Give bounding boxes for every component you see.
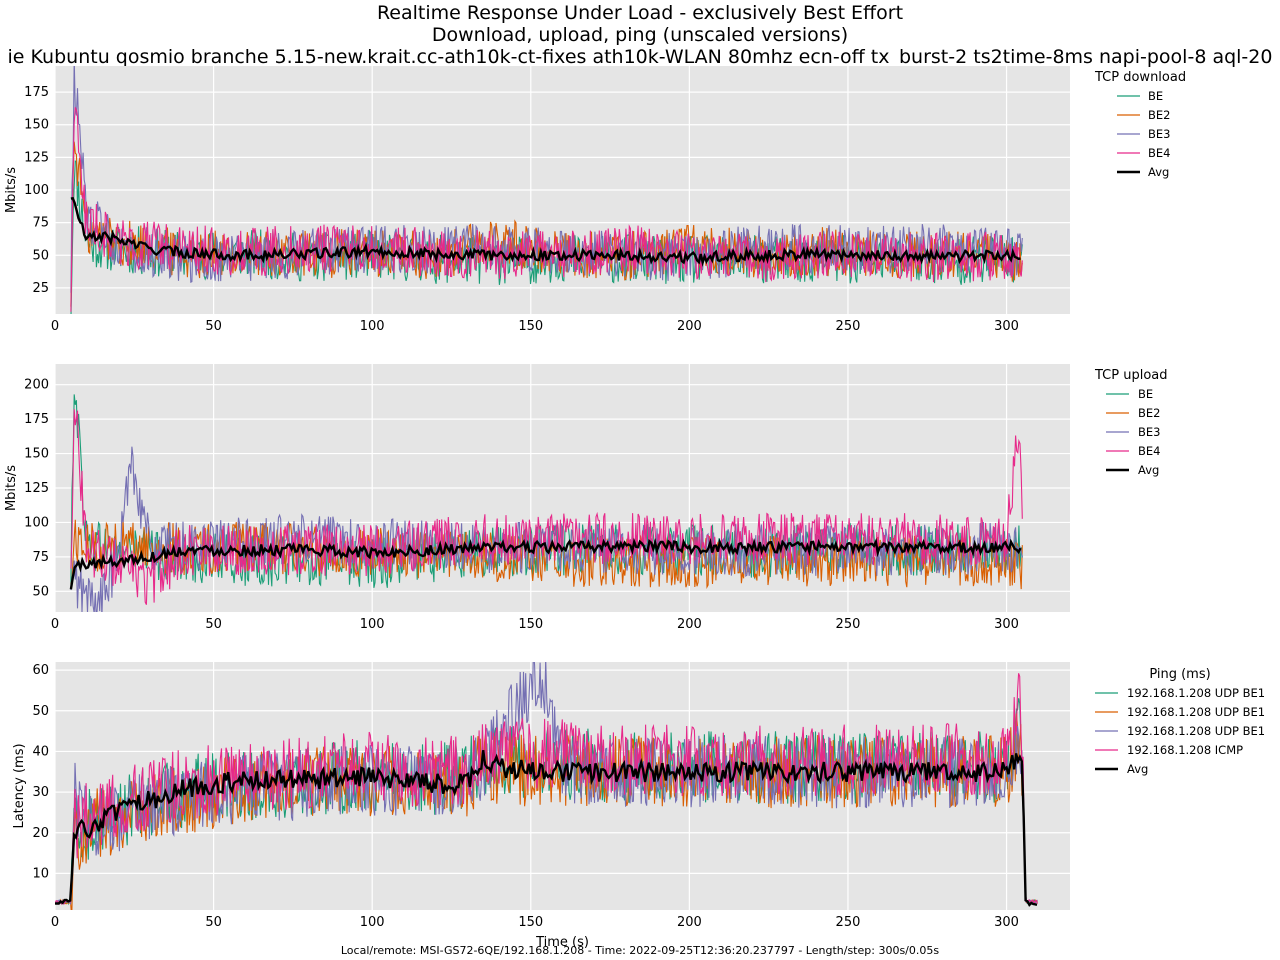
- y-tick-label: 60: [32, 663, 49, 678]
- legend: TCP upload BE BE2 BE3 BE4 Avg: [1094, 368, 1168, 477]
- y-axis-label: Mbits/s: [4, 465, 19, 511]
- x-tick-label: 100: [360, 319, 385, 334]
- y-tick-label: 50: [32, 704, 49, 719]
- legend-entry: BE2: [1148, 108, 1170, 122]
- legend-entry: 192.168.1.208 UDP BE1: [1127, 686, 1265, 700]
- y-tick-label: 20: [32, 826, 49, 841]
- legend-title: TCP download: [1094, 70, 1186, 85]
- x-tick-label: 50: [205, 617, 222, 632]
- x-tick-label: 150: [518, 319, 543, 334]
- y-tick-label: 10: [32, 866, 49, 881]
- y-tick-label: 25: [32, 281, 49, 296]
- series-line-avg: [69, 537, 1022, 590]
- legend-entry: Avg: [1148, 165, 1169, 179]
- legend-title: Ping (ms): [1149, 667, 1210, 682]
- x-tick-label: 300: [994, 617, 1019, 632]
- chart-subtitle-details: ie Kubuntu qosmio branche 5.15-new.krait…: [8, 46, 1273, 68]
- y-tick-label: 100: [24, 183, 49, 198]
- x-tick-label: 50: [205, 915, 222, 930]
- y-axis-label: Mbits/s: [4, 167, 19, 213]
- x-tick-label: 0: [51, 617, 59, 632]
- legend-entry: BE: [1148, 89, 1163, 103]
- legend-entry: Avg: [1127, 762, 1148, 776]
- x-tick-label: 0: [51, 319, 59, 334]
- x-tick-label: 250: [836, 319, 861, 334]
- y-tick-label: 200: [24, 378, 49, 393]
- legend-entry: BE4: [1148, 146, 1170, 160]
- panel-2: 0 50 100 150 200 250 300 50 75 100 125 150 175 200 Mbi…: [4, 364, 1168, 632]
- x-tick-label: 200: [677, 915, 702, 930]
- x-tick-label: 100: [360, 617, 385, 632]
- y-tick-label: 40: [32, 744, 49, 759]
- chart-title: Realtime Response Under Load - exclusive…: [377, 2, 903, 24]
- legend-entry: BE4: [1138, 444, 1160, 458]
- legend: TCP download BE BE2 BE3 BE4 Avg: [1094, 70, 1186, 179]
- legend-entry: BE3: [1148, 127, 1170, 141]
- legend-entry: Avg: [1138, 463, 1159, 477]
- legend-entry: 192.168.1.208 UDP BE1: [1127, 724, 1265, 738]
- y-tick-label: 30: [32, 785, 49, 800]
- x-tick-label: 100: [360, 915, 385, 930]
- series-line-avg: [70, 196, 1021, 267]
- panel-3: 0 50 100 150 200 250 300 10 20 30 40 50 60 Latency (m…: [12, 662, 1265, 950]
- y-tick-label: 125: [24, 150, 49, 165]
- x-tick-label: 200: [677, 319, 702, 334]
- legend-entry: BE2: [1138, 406, 1160, 420]
- x-tick-label: 250: [836, 617, 861, 632]
- y-tick-label: 75: [32, 550, 49, 565]
- y-tick-label: 150: [24, 447, 49, 462]
- x-tick-label: 0: [51, 915, 59, 930]
- legend-entry: BE3: [1138, 425, 1160, 439]
- y-tick-label: 100: [24, 515, 49, 530]
- x-tick-label: 250: [836, 915, 861, 930]
- x-tick-label: 300: [994, 319, 1019, 334]
- x-tick-label: 300: [994, 915, 1019, 930]
- y-tick-label: 125: [24, 481, 49, 496]
- y-tick-label: 150: [24, 118, 49, 133]
- y-tick-label: 175: [24, 412, 49, 427]
- legend-entry: 192.168.1.208 ICMP: [1127, 743, 1243, 757]
- chart-subtitle: Download, upload, ping (unscaled version…: [432, 24, 848, 46]
- x-tick-label: 50: [205, 319, 222, 334]
- legend-title: TCP upload: [1094, 368, 1168, 383]
- panel-1: 0 50 100 150 200 250 300 25 50 75 100 125 150 175 Mbit…: [4, 66, 1186, 334]
- x-tick-label: 150: [518, 617, 543, 632]
- y-tick-label: 75: [32, 216, 49, 231]
- y-tick-label: 50: [32, 584, 49, 599]
- legend-entry: BE: [1138, 387, 1153, 401]
- legend: Ping (ms) 192.168.1.208 UDP BE1 192.168.1.…: [1095, 667, 1265, 776]
- y-tick-label: 50: [32, 248, 49, 263]
- series-line-avg: [55, 750, 1038, 907]
- legend-entry: 192.168.1.208 UDP BE1: [1127, 705, 1265, 719]
- x-tick-label: 150: [518, 915, 543, 930]
- y-axis-label: Latency (ms): [12, 743, 27, 828]
- x-axis-label: Time (s): [535, 935, 589, 950]
- footer-text: Local/remote: MSI-GS72-6QE/192.168.1.208…: [341, 944, 939, 957]
- x-tick-label: 200: [677, 617, 702, 632]
- series-line-be3: [55, 662, 1038, 906]
- y-tick-label: 175: [24, 85, 49, 100]
